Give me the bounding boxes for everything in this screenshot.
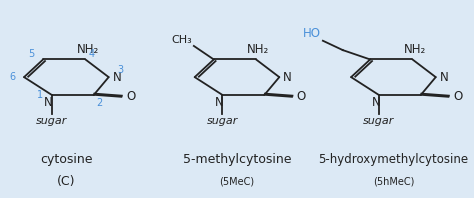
Text: O: O [126, 90, 136, 103]
Text: cytosine: cytosine [40, 153, 92, 166]
Text: (5MeC): (5MeC) [219, 176, 255, 186]
Text: N: N [45, 96, 53, 109]
Text: HO: HO [302, 27, 320, 40]
Text: NH₂: NH₂ [247, 43, 270, 56]
Text: 5-hydroxymethylcytosine: 5-hydroxymethylcytosine [319, 153, 468, 166]
Text: 5: 5 [28, 49, 35, 59]
Text: N: N [112, 71, 121, 84]
Text: O: O [297, 90, 306, 103]
Text: sugar: sugar [363, 116, 394, 126]
Text: NH₂: NH₂ [77, 43, 99, 56]
Text: NH₂: NH₂ [404, 43, 426, 56]
Text: 5-methylcytosine: 5-methylcytosine [183, 153, 291, 166]
Text: N: N [439, 71, 448, 84]
Text: N: N [215, 96, 224, 109]
Text: 4: 4 [88, 49, 94, 59]
Text: N: N [372, 96, 380, 109]
Text: CH₃: CH₃ [171, 35, 192, 45]
Text: sugar: sugar [36, 116, 67, 126]
Text: sugar: sugar [207, 116, 238, 126]
Text: 6: 6 [9, 72, 16, 82]
Text: (5hMeC): (5hMeC) [373, 176, 414, 186]
Text: 3: 3 [117, 65, 123, 75]
Text: N: N [283, 71, 292, 84]
Text: 2: 2 [96, 98, 102, 108]
Text: 1: 1 [37, 90, 43, 100]
Text: (C): (C) [57, 175, 76, 188]
Text: O: O [453, 90, 463, 103]
